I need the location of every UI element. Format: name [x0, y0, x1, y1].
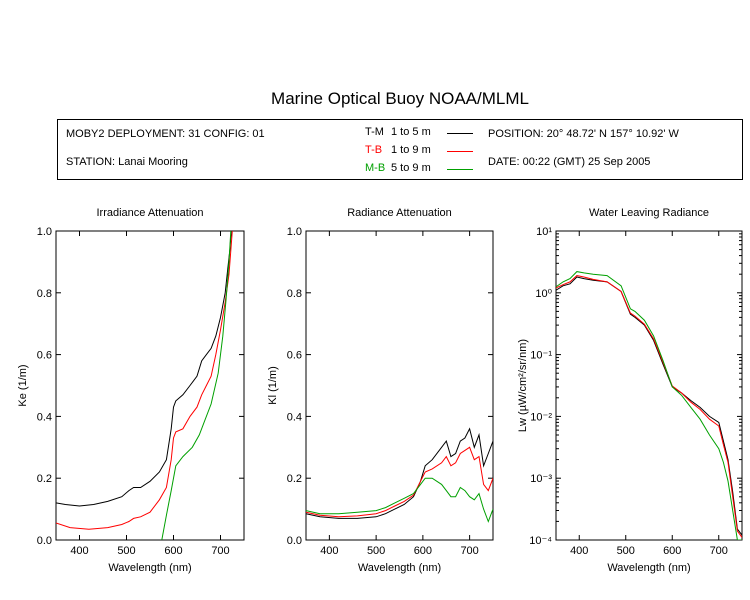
y-tick-label: 10⁻² [530, 411, 552, 423]
x-tick-label: 400 [70, 545, 88, 557]
page-title: Marine Optical Buoy NOAA/MLML [271, 89, 529, 108]
series-line-t-b [56, 231, 233, 530]
y-tick-label: 0.2 [287, 473, 302, 485]
series-line-t-m [556, 276, 742, 536]
chart-title: Irradiance Attenuation [96, 207, 203, 219]
y-tick-label: 0.6 [287, 350, 302, 362]
y-tick-label: 10⁻¹ [530, 350, 552, 362]
series-line-t-m [306, 427, 493, 519]
y-tick-label: 10⁻⁴ [529, 535, 552, 547]
legend-code-mb: M-B [365, 162, 386, 174]
y-tick-label: 0.2 [37, 473, 52, 485]
y-tick-label: 0.0 [37, 535, 52, 547]
y-tick-label: 0.0 [287, 535, 302, 547]
series-line-m-b [306, 477, 493, 523]
position-text: POSITION: 20° 48.72' N 157° 10.92' W [488, 128, 679, 140]
x-tick-label: 700 [460, 545, 478, 557]
x-tick-label: 600 [164, 545, 182, 557]
y-tick-label: 10⁻³ [530, 473, 552, 485]
y-tick-label: 10⁰ [535, 288, 552, 300]
chart-title: Water Leaving Radiance [589, 207, 709, 219]
x-tick-label: 500 [117, 545, 135, 557]
series-line-m-b [556, 271, 742, 540]
y-tick-label: 1.0 [37, 226, 52, 238]
legend-range-tm: 1 to 5 m [391, 126, 431, 138]
series-line-t-m [56, 231, 232, 507]
series-line-t-b [306, 446, 493, 518]
x-axis-label: Wavelength (nm) [607, 562, 690, 574]
y-tick-label: 0.4 [37, 411, 52, 423]
x-tick-label: 400 [570, 545, 588, 557]
series-line-t-b [556, 275, 742, 538]
station-text: STATION: Lanai Mooring [66, 156, 188, 168]
series-line-m-b [161, 231, 232, 540]
legend-line-tb [447, 151, 473, 152]
x-tick-label: 500 [367, 545, 385, 557]
plot-frame [555, 230, 743, 541]
y-axis-label: Kl (1/m) [267, 366, 279, 405]
chart-2: Radiance Attenuation 400 500 600 700 0.0 0.2 0.… [267, 207, 494, 574]
y-tick-label: 10¹ [536, 226, 552, 238]
x-tick-label: 600 [414, 545, 432, 557]
x-tick-label: 500 [617, 545, 635, 557]
y-tick-label: 0.8 [287, 288, 302, 300]
y-axis-label: Ke (1/m) [17, 364, 29, 406]
y-tick-label: 0.4 [287, 411, 302, 423]
x-tick-label: 400 [320, 545, 338, 557]
chart-3: Water Leaving Radiance 400 500 600 700 10¹ 10⁰… [517, 207, 743, 574]
date-text: DATE: 00:22 (GMT) 25 Sep 2005 [488, 156, 651, 168]
chart-1: Irradiance Attenuation 400 500 600 700 0.0 0.2… [17, 207, 245, 574]
x-tick-label: 600 [663, 545, 681, 557]
chart-title: Radiance Attenuation [347, 207, 452, 219]
legend-code-tm: T-M [365, 126, 384, 138]
legend-range-tb: 1 to 9 m [391, 144, 431, 156]
legend-range-mb: 5 to 9 m [391, 162, 431, 174]
y-tick-label: 1.0 [287, 226, 302, 238]
x-tick-label: 700 [211, 545, 229, 557]
y-tick-label: 0.8 [37, 288, 52, 300]
legend-line-mb [447, 169, 473, 170]
deployment-text: MOBY2 DEPLOYMENT: 31 CONFIG: 01 [66, 128, 265, 140]
info-box: MOBY2 DEPLOYMENT: 31 CONFIG: 01 STATION:… [57, 119, 743, 180]
plot-frame [55, 230, 245, 541]
y-axis-label: Lw (µW/cm²/sr/nm) [517, 339, 529, 432]
x-axis-label: Wavelength (nm) [358, 562, 441, 574]
y-tick-label: 0.6 [37, 350, 52, 362]
plot-frame [305, 230, 494, 541]
x-axis-label: Wavelength (nm) [108, 562, 191, 574]
x-tick-label: 700 [710, 545, 728, 557]
legend-line-tm [447, 133, 473, 134]
legend-code-tb: T-B [365, 144, 383, 156]
